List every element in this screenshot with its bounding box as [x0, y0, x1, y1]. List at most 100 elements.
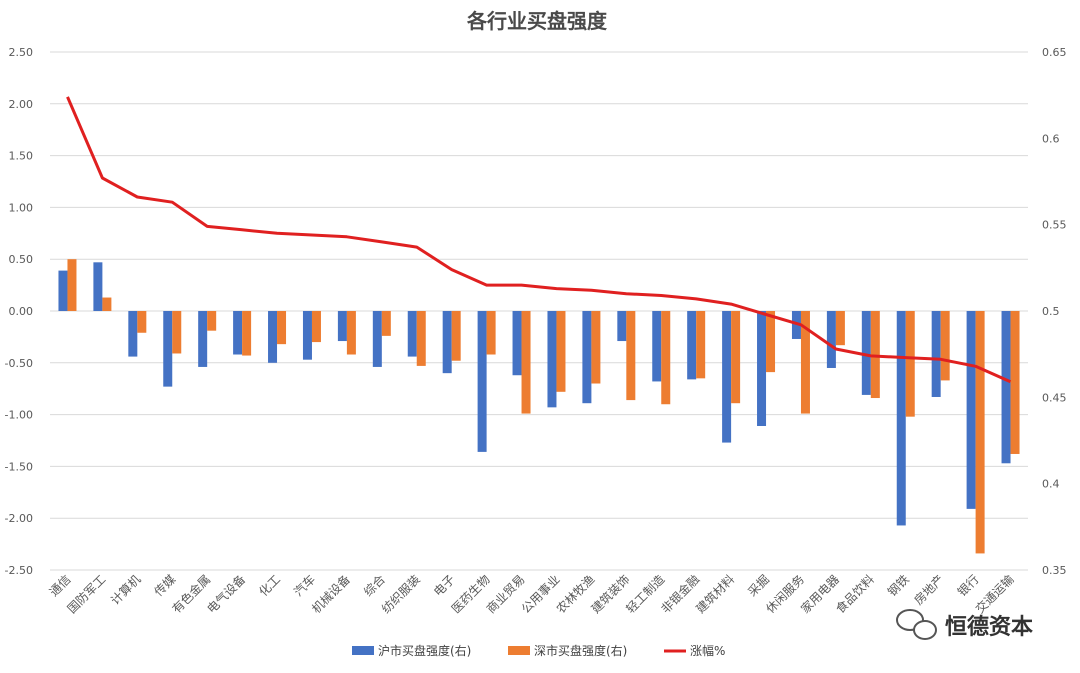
bar	[591, 311, 601, 384]
bar	[416, 311, 426, 366]
bar	[512, 311, 522, 376]
wechat-icon	[896, 609, 937, 640]
bar	[407, 311, 417, 357]
category-label: 国防军工	[64, 572, 109, 617]
bar	[337, 311, 347, 342]
bar	[1010, 311, 1020, 454]
left-tick-label: -2.00	[5, 512, 33, 525]
bar	[372, 311, 382, 367]
left-axis-ticks: 2.50 2.00 1.50 1.00 0.50 0.00 -0.50 -1.00 -1.50 -…	[5, 46, 33, 577]
bar	[277, 311, 287, 345]
bar	[896, 311, 906, 526]
bar	[137, 311, 147, 333]
left-tick-label: 1.50	[9, 150, 34, 163]
left-tick-label: -2.50	[5, 564, 33, 577]
bar	[58, 270, 68, 311]
category-label: 食品饮料	[832, 572, 877, 617]
bar	[521, 311, 531, 414]
right-axis-ticks: 0.65 0.6 0.55 0.5 0.45 0.4 0.35	[1042, 46, 1067, 577]
category-label: 采掘	[745, 572, 773, 600]
bar	[128, 311, 138, 357]
left-tick-label: 0.00	[9, 305, 34, 318]
bar	[731, 311, 741, 404]
bar	[556, 311, 566, 392]
bar	[696, 311, 706, 379]
bar	[975, 311, 985, 554]
bar	[940, 311, 950, 381]
bar	[966, 311, 976, 509]
right-tick-label: 0.55	[1042, 219, 1067, 232]
bar	[93, 262, 103, 311]
category-label: 银行	[955, 572, 982, 599]
category-label: 传媒	[151, 572, 179, 600]
bar	[617, 311, 627, 342]
bar	[661, 311, 671, 405]
category-label: 房地产	[911, 572, 947, 608]
bar	[722, 311, 732, 443]
right-tick-label: 0.6	[1042, 132, 1060, 145]
bar	[302, 311, 312, 360]
bar	[835, 311, 845, 346]
legend-label: 涨幅%	[690, 643, 725, 658]
chart-title: 各行业买盘强度	[466, 9, 608, 33]
right-tick-label: 0.45	[1042, 391, 1067, 404]
legend: 沪市买盘强度(右) 深市买盘强度(右) 涨幅%	[352, 643, 725, 658]
left-tick-label: -0.50	[5, 357, 33, 370]
watermark: 恒德资本	[896, 609, 1033, 640]
legend-label: 深市买盘强度(右)	[534, 643, 627, 658]
bar	[102, 297, 112, 311]
category-label: 计算机	[107, 572, 143, 608]
bar	[346, 311, 356, 355]
category-label: 通信	[47, 572, 74, 599]
bar	[163, 311, 173, 387]
bar	[582, 311, 592, 404]
left-tick-label: 1.00	[9, 201, 34, 214]
bars	[58, 259, 1020, 554]
bar	[477, 311, 487, 452]
bar	[766, 311, 776, 373]
bar	[626, 311, 636, 401]
legend-swatch	[508, 646, 530, 655]
left-tick-label: -1.50	[5, 460, 33, 473]
left-tick-label: -1.00	[5, 409, 33, 422]
growth-line	[66, 96, 1012, 384]
bar	[757, 311, 767, 426]
bar	[381, 311, 391, 336]
bar	[652, 311, 662, 382]
category-label: 综合	[360, 572, 388, 600]
left-tick-label: 2.50	[9, 46, 34, 59]
category-label: 建筑材料	[693, 572, 738, 617]
bar	[861, 311, 871, 395]
bar	[198, 311, 208, 367]
category-label: 交通运输	[972, 572, 1017, 617]
left-tick-label: 0.50	[9, 253, 34, 266]
bar	[870, 311, 880, 399]
bar	[67, 259, 77, 311]
category-label: 机械设备	[308, 572, 353, 617]
category-label: 化工	[256, 572, 283, 599]
gridlines	[50, 51, 1028, 571]
bar	[905, 311, 915, 417]
bar	[931, 311, 941, 397]
category-label: 汽车	[290, 572, 318, 600]
bar	[207, 311, 217, 331]
left-tick-label: 2.00	[9, 98, 34, 111]
bar	[311, 311, 321, 343]
right-tick-label: 0.65	[1042, 46, 1067, 59]
bar	[172, 311, 182, 354]
legend-swatch	[352, 646, 374, 655]
bar	[233, 311, 243, 355]
category-label: 电气设备	[204, 572, 249, 617]
bar	[451, 311, 461, 361]
line-series	[66, 96, 1012, 384]
category-label: 电子	[431, 572, 458, 599]
category-label: 钢铁	[885, 572, 912, 599]
bar	[268, 311, 278, 363]
bar	[800, 311, 810, 414]
right-tick-label: 0.35	[1042, 564, 1067, 577]
right-tick-label: 0.5	[1042, 305, 1060, 318]
category-label: 纺织服装	[379, 572, 423, 616]
bar	[547, 311, 557, 408]
watermark-text: 恒德资本	[945, 614, 1033, 640]
